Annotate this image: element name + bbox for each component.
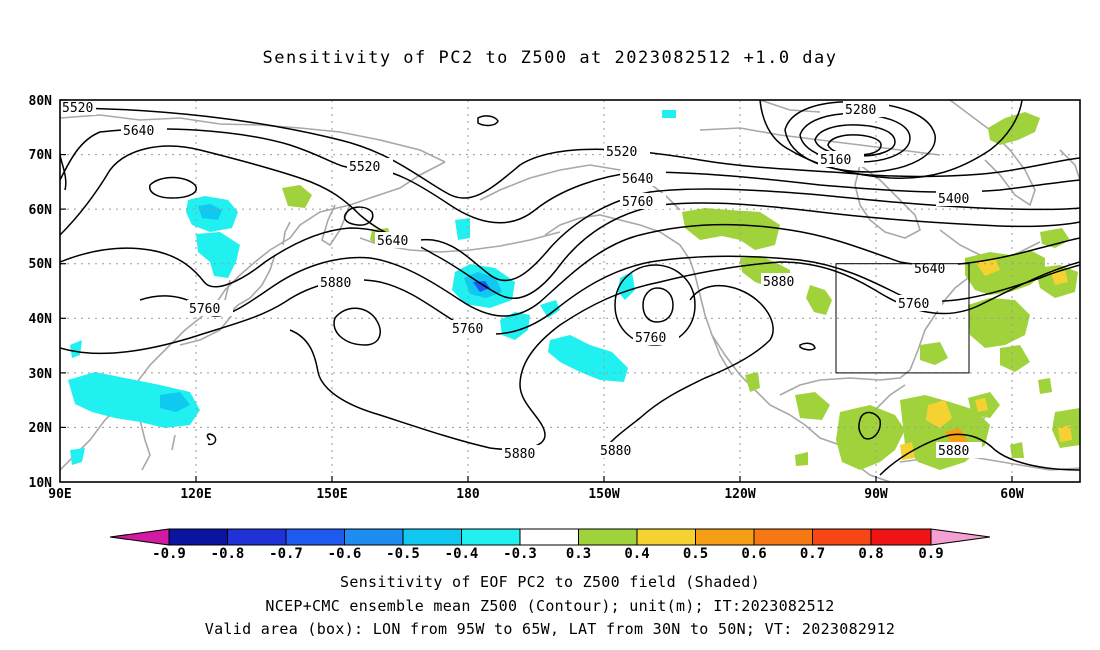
contour-label: 5520 (606, 145, 637, 160)
lat-label: 80N (29, 94, 53, 109)
contour-label: 5880 (763, 275, 794, 290)
colorbar-cell (695, 528, 755, 546)
contour-label: 5880 (320, 276, 351, 291)
lat-label: 70N (29, 148, 53, 163)
contour-label: 5520 (349, 160, 380, 175)
contour-label: 5760 (898, 297, 929, 312)
contour-label: 5400 (938, 192, 969, 207)
colorbar-cell (812, 528, 872, 546)
colorbar-label: -0.8 (211, 546, 245, 562)
contour-label: 5760 (635, 331, 666, 346)
lon-label: 150E (316, 487, 347, 502)
colorbar-label: -0.6 (328, 546, 362, 562)
colorbar-labels: -0.9 -0.8 -0.7 -0.6 -0.5 -0.4 -0.3 0.3 0… (152, 546, 944, 562)
caption-contour: NCEP+CMC ensemble mean Z500 (Contour); u… (265, 597, 835, 615)
colorbar-label: -0.4 (445, 546, 479, 562)
contour-label: 5760 (189, 302, 220, 317)
contour-label: 5880 (600, 444, 631, 459)
contour-label: 5640 (914, 262, 945, 277)
contour-label: 5280 (845, 103, 876, 118)
colorbar-label: 0.9 (918, 546, 943, 562)
colorbar-cell (636, 528, 696, 546)
map-frame (59, 99, 1081, 483)
colorbar-label: -0.3 (503, 546, 537, 562)
colorbar-label: 0.7 (800, 546, 825, 562)
caption-valid-area: Valid area (box): LON from 95W to 65W, L… (204, 620, 896, 638)
colorbar (109, 528, 991, 546)
lat-label: 50N (29, 257, 53, 272)
colorbar-label: -0.5 (386, 546, 420, 562)
caption-shaded: Sensitivity of EOF PC2 to Z500 field (Sh… (340, 573, 760, 591)
lat-label: 30N (29, 367, 53, 382)
coastlines (60, 100, 1080, 482)
colorbar-cell (402, 528, 462, 546)
longitude-labels: 90E 120E 150E 180 150W 120W 90W 60W (48, 487, 1024, 502)
colorbar-cell (168, 528, 228, 546)
lat-label: 60N (29, 203, 53, 218)
contour-label: 5760 (452, 322, 483, 337)
colorbar-label: 0.5 (683, 546, 708, 562)
axis-ticks (60, 99, 1013, 482)
colorbar-cell (109, 528, 170, 546)
lon-label: 120W (724, 487, 755, 502)
contour-label: 5880 (938, 444, 969, 459)
colorbar-cell (870, 528, 932, 546)
contour-label: 5880 (504, 447, 535, 462)
colorbar-cell (519, 528, 579, 546)
latitude-labels: 80N 70N 60N 50N 40N 30N 20N 10N (29, 94, 53, 491)
lon-label: 60W (1000, 487, 1024, 502)
colorbar-label: 0.4 (624, 546, 649, 562)
lon-label: 90E (48, 487, 71, 502)
contour-label: 5640 (377, 234, 408, 249)
lon-label: 150W (588, 487, 619, 502)
contour-label: 5760 (622, 195, 653, 210)
colorbar-cell (285, 528, 345, 546)
contour-label: 5640 (622, 172, 653, 187)
colorbar-label: 0.3 (566, 546, 591, 562)
colorbar-cell (461, 528, 521, 546)
lon-label: 120E (180, 487, 211, 502)
colorbar-label: -0.9 (152, 546, 186, 562)
contour-labels: 5520 5640 5520 5640 5880 5760 5760 5520 … (60, 99, 982, 462)
contour-label: 5160 (820, 153, 851, 168)
colorbar-cell (753, 528, 813, 546)
lat-label: 20N (29, 421, 53, 436)
map-title: Sensitivity of PC2 to Z500 at 2023082512… (262, 48, 838, 68)
sensitivity-shading (68, 110, 1080, 470)
lon-label: 180 (456, 487, 480, 502)
colorbar-label: 0.8 (858, 546, 883, 562)
contour-label: 5520 (62, 101, 93, 116)
colorbar-label: 0.6 (741, 546, 766, 562)
colorbar-cell (930, 528, 991, 546)
colorbar-label: -0.7 (269, 546, 303, 562)
colorbar-cell (344, 528, 404, 546)
contour-label: 5640 (123, 124, 154, 139)
valid-area-box (835, 263, 970, 374)
colorbar-cell (227, 528, 287, 546)
lat-label: 40N (29, 312, 53, 327)
lat-label: 10N (29, 476, 53, 491)
colorbar-cell (578, 528, 638, 546)
lon-label: 90W (864, 487, 888, 502)
